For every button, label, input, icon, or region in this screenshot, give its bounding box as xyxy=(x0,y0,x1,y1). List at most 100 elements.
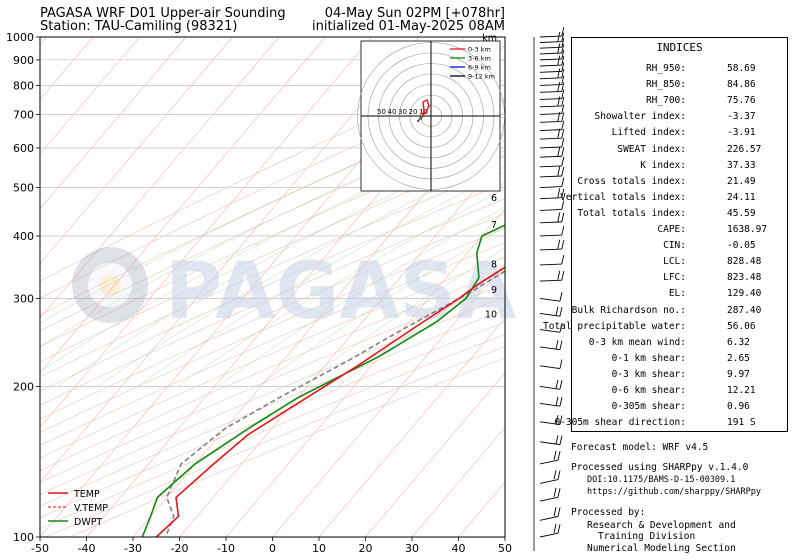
wind-barb xyxy=(539,470,561,484)
index-label: Showalter index: xyxy=(594,111,686,123)
index-row: 0-305m shear direction: 191 S xyxy=(554,417,789,431)
isotherm-line xyxy=(179,153,505,537)
index-value: -3.37 xyxy=(727,111,756,123)
index-value: 2.65 xyxy=(727,352,750,364)
isotherm-line xyxy=(225,208,505,537)
moist-adiabat-line xyxy=(177,188,505,387)
wind-barb xyxy=(539,177,565,188)
wind-barb xyxy=(539,62,565,73)
wind-barb xyxy=(539,38,565,49)
index-value: 9.97 xyxy=(727,368,750,380)
dry-adiabat-line xyxy=(40,166,505,378)
index-value: 226.57 xyxy=(727,143,762,155)
index-label: EL: xyxy=(668,288,686,300)
wind-barb xyxy=(539,379,563,390)
division-line1: Research & Development and xyxy=(587,520,736,531)
index-value: 823.48 xyxy=(727,272,762,284)
index-value: 56.06 xyxy=(727,320,756,332)
height-label: 7 xyxy=(491,220,497,231)
x-tick-label: -20 xyxy=(171,542,189,555)
index-row: EL: 129.40 xyxy=(572,288,789,302)
wind-barb xyxy=(539,146,565,158)
index-row: Cross totals index: 21.49 xyxy=(572,176,789,190)
index-value: 191 S xyxy=(727,417,756,429)
moist-adiabat-line xyxy=(297,247,505,387)
index-value: 287.40 xyxy=(727,304,762,316)
dry-adiabat-line xyxy=(40,270,505,471)
index-row: RH_850: 84.86 xyxy=(572,79,789,93)
index-value: 84.86 xyxy=(727,79,756,91)
x-tick-label: 0 xyxy=(269,542,276,555)
index-label: 0-305m shear direction: xyxy=(554,417,686,429)
hodograph-range-label: 20 xyxy=(409,108,418,116)
wind-barb xyxy=(539,43,565,55)
dry-adiabat-line xyxy=(40,213,505,420)
index-value: -0.05 xyxy=(727,240,756,252)
processed-by: Processed by: xyxy=(571,507,646,518)
index-row: RH_950: 58.69 xyxy=(572,63,789,77)
wind-barb xyxy=(539,137,565,149)
index-label: LCL: xyxy=(663,256,686,268)
index-row: RH_700: 75.76 xyxy=(572,95,789,109)
height-label: km xyxy=(482,33,497,44)
moist-adiabat-line xyxy=(217,206,505,387)
x-tick-label: 40 xyxy=(452,542,466,555)
dry-adiabat-line xyxy=(40,309,505,507)
index-label: K index: xyxy=(640,159,686,171)
index-row: Total totals index: 45.59 xyxy=(572,208,789,222)
height-label: 9 xyxy=(491,285,497,296)
dry-adiabat-line xyxy=(40,256,505,459)
index-label: 0-6 km shear: xyxy=(611,385,686,396)
index-label: 0-1 km shear: xyxy=(611,352,686,364)
index-label: 0-305m shear: xyxy=(611,401,686,413)
index-label: Bulk Richardson no.: xyxy=(571,304,686,316)
index-row: CIN: -0.05 xyxy=(572,240,789,254)
indices-panel: INDICES RH_950: 58.69 RH_850: 84.86 RH_700: 7… xyxy=(543,37,789,432)
legend-vtemp: V.TEMP xyxy=(74,503,108,514)
isotherm-line xyxy=(318,317,505,537)
isotherm-line xyxy=(40,37,187,210)
index-label: Total precipitable water: xyxy=(543,320,686,332)
y-tick-label: 600 xyxy=(13,142,34,155)
github-link[interactable]: https://github.com/sharppy/SHARPpy xyxy=(587,487,761,497)
init-time: initialized 01-May-2025 08AM xyxy=(311,19,505,34)
wind-barb xyxy=(539,188,565,200)
hodograph-range-label: 50 xyxy=(377,108,386,116)
x-tick-label: 50 xyxy=(498,542,512,555)
forecast-model: Forecast model: WRF v4.5 xyxy=(571,442,709,453)
wind-barb xyxy=(539,415,563,426)
isotherm-line xyxy=(272,263,505,537)
height-label: 6 xyxy=(491,193,497,204)
index-value: 129.40 xyxy=(727,288,762,300)
height-label: 10 xyxy=(485,309,497,320)
wind-barb xyxy=(539,306,563,317)
index-value: -3.91 xyxy=(727,127,756,139)
moist-adiabat-line xyxy=(97,154,505,387)
series-line-dwpt xyxy=(141,224,505,537)
index-row: 0-305m shear: 0.96 xyxy=(572,401,789,415)
index-label: LFC: xyxy=(663,272,686,284)
wind-barb xyxy=(539,166,565,178)
isotherm-line xyxy=(40,37,140,155)
wind-barb xyxy=(539,68,565,80)
wind-barb xyxy=(539,270,565,282)
y-tick-label: 800 xyxy=(13,79,34,92)
x-tick-label: 10 xyxy=(312,542,326,555)
index-label: CAPE: xyxy=(657,224,686,235)
index-row: 0-3 km shear: 9.97 xyxy=(572,369,789,383)
index-label: 0-3 km mean wind: xyxy=(588,336,686,348)
wind-barb xyxy=(539,26,565,38)
wind-barb xyxy=(539,75,565,86)
wind-barb xyxy=(539,120,565,131)
series-line-temp xyxy=(155,266,505,537)
index-row: 0-1 km shear: 2.65 xyxy=(572,353,789,367)
indices-title: INDICES xyxy=(656,41,703,54)
wind-barb xyxy=(539,396,563,407)
index-label: Lifted index: xyxy=(611,127,686,139)
index-label: Total totals index: xyxy=(577,207,686,219)
dry-adiabat-line xyxy=(40,321,505,518)
hodograph-inset: 50 40 30 20 10 0-3 km3-6 km6-9 km9-12 km xyxy=(357,40,505,192)
wind-barb xyxy=(539,239,565,251)
wind-barb xyxy=(539,111,565,123)
